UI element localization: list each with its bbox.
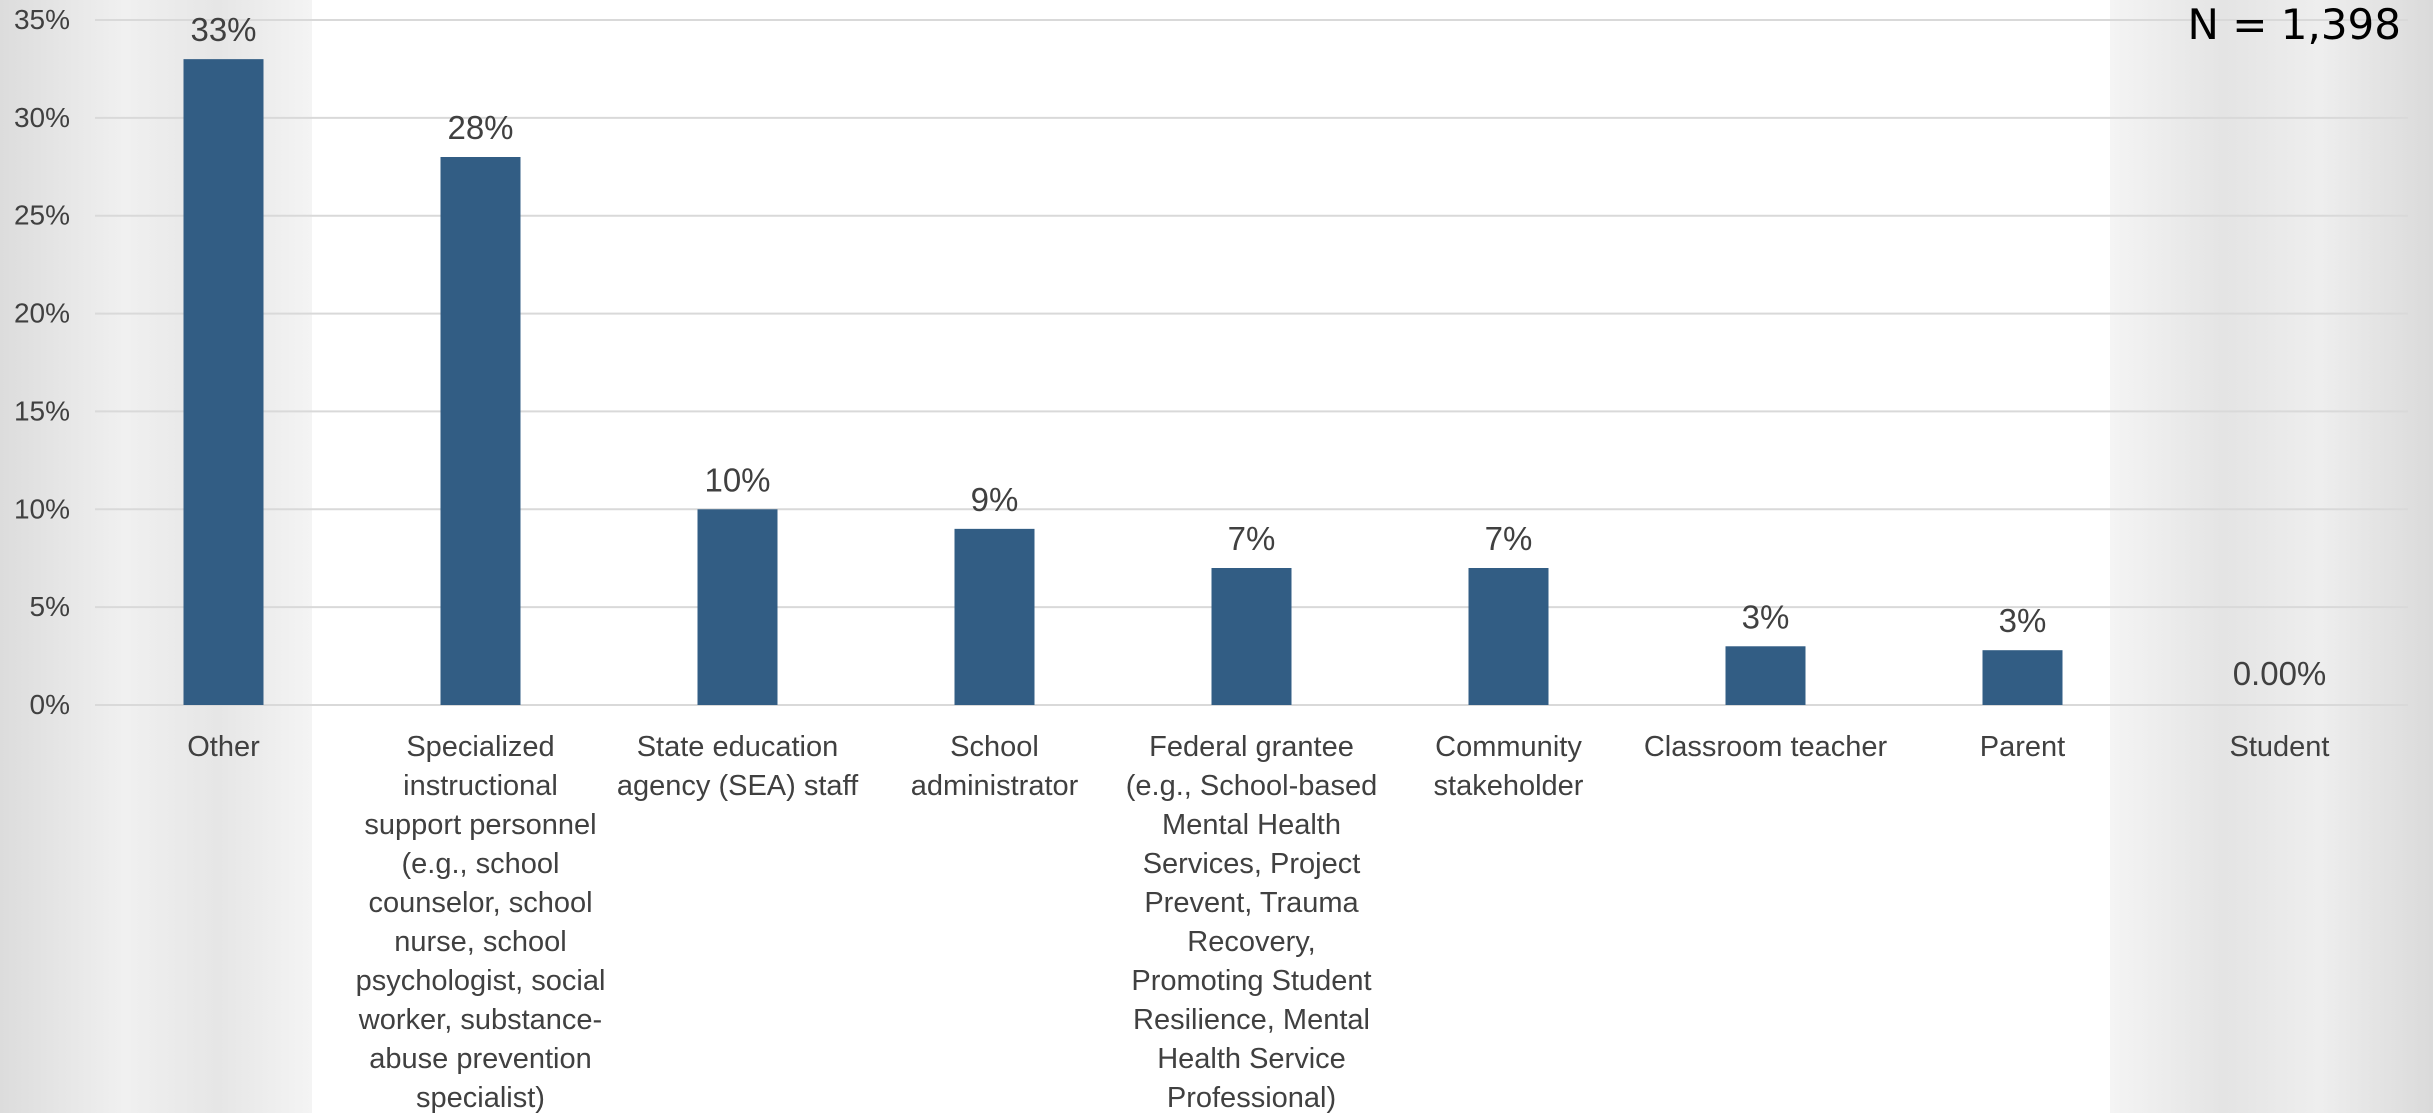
x-category-line: Services, Project	[1143, 848, 1361, 880]
x-category-line: Resilience, Mental	[1133, 1004, 1370, 1036]
data-labels: 33% 28% 10% 9% 7% 7% 3% 3% 0.00%	[190, 11, 2326, 692]
x-category-line: (e.g., School-based	[1126, 770, 1377, 802]
bar	[1211, 568, 1292, 705]
x-category-line: Student	[2230, 731, 2330, 763]
data-label: 3%	[1742, 598, 1790, 635]
x-category-line: Community	[1435, 731, 1582, 763]
data-label: 0.00%	[2233, 655, 2327, 692]
x-category-label: School administrator	[911, 731, 1079, 802]
data-label: 9%	[971, 481, 1019, 518]
data-label: 28%	[447, 109, 513, 146]
y-tick-label: 10%	[14, 493, 70, 524]
x-category-line: Specialized	[406, 731, 554, 763]
bar	[954, 528, 1035, 705]
sample-size-annotation: N = 1,398	[2187, 0, 2401, 49]
x-category-label: Parent	[1980, 731, 2065, 763]
x-category-line: psychologist, social	[356, 965, 606, 997]
data-label: 33%	[190, 11, 256, 48]
x-category-line: State education	[637, 731, 839, 763]
x-category-line: specialist)	[416, 1082, 545, 1113]
bar	[697, 509, 778, 705]
x-category-line: nurse, school	[394, 926, 567, 958]
x-category-line: Federal grantee	[1149, 731, 1354, 763]
data-label: 3%	[1999, 602, 2047, 639]
background-texture-right	[2110, 0, 2433, 1113]
y-tick-label: 20%	[14, 298, 70, 329]
x-category-line: School	[950, 731, 1039, 763]
x-category-line: Recovery,	[1187, 926, 1315, 958]
x-category-label: Other	[187, 731, 260, 763]
bar	[440, 157, 521, 705]
x-category-line: (e.g., school	[402, 848, 560, 880]
x-category-label: Classroom teacher	[1644, 731, 1888, 763]
x-category-line: abuse prevention	[369, 1043, 592, 1075]
y-axis-ticks: 0% 5% 10% 15% 20% 25% 30% 35%	[14, 4, 70, 720]
x-category-line: Health Service	[1157, 1043, 1346, 1075]
x-category-label: Community stakeholder	[1434, 731, 1584, 802]
x-axis-categories: Other Specialized instructional support per…	[187, 731, 2329, 1113]
x-category-line: support personnel	[364, 809, 596, 841]
bar	[1725, 646, 1806, 705]
y-tick-label: 5%	[30, 591, 70, 622]
x-category-line: Classroom teacher	[1644, 731, 1888, 763]
x-category-line: worker, substance-	[358, 1004, 602, 1036]
data-label: 7%	[1228, 520, 1276, 557]
x-category-line: agency (SEA) staff	[617, 770, 859, 802]
x-category-line: Other	[187, 731, 260, 763]
y-tick-label: 25%	[14, 200, 70, 231]
y-tick-label: 15%	[14, 395, 70, 426]
data-label: 10%	[704, 461, 770, 498]
bars	[183, 59, 2063, 705]
x-category-line: Professional)	[1167, 1082, 1336, 1113]
x-category-label: Specialized instructional support personne…	[356, 731, 606, 1113]
x-category-line: Prevent, Trauma	[1144, 887, 1359, 919]
x-category-line: Parent	[1980, 731, 2065, 763]
data-label: 7%	[1485, 520, 1533, 557]
y-tick-label: 0%	[30, 689, 70, 720]
x-category-label: Student	[2230, 731, 2330, 763]
x-category-label: Federal grantee (e.g., School-based Mental…	[1126, 731, 1377, 1113]
x-category-line: instructional	[403, 770, 558, 802]
x-category-line: administrator	[911, 770, 1079, 802]
y-tick-label: 30%	[14, 102, 70, 133]
bar	[1982, 650, 2063, 705]
bar	[183, 59, 264, 705]
bar	[1468, 568, 1549, 705]
x-category-line: counselor, school	[368, 887, 592, 919]
x-category-label: State education agency (SEA) staff	[617, 731, 859, 802]
y-tick-label: 35%	[14, 4, 70, 35]
x-category-line: stakeholder	[1434, 770, 1584, 802]
x-category-line: Mental Health	[1162, 809, 1341, 841]
x-category-line: Promoting Student	[1131, 965, 1371, 997]
